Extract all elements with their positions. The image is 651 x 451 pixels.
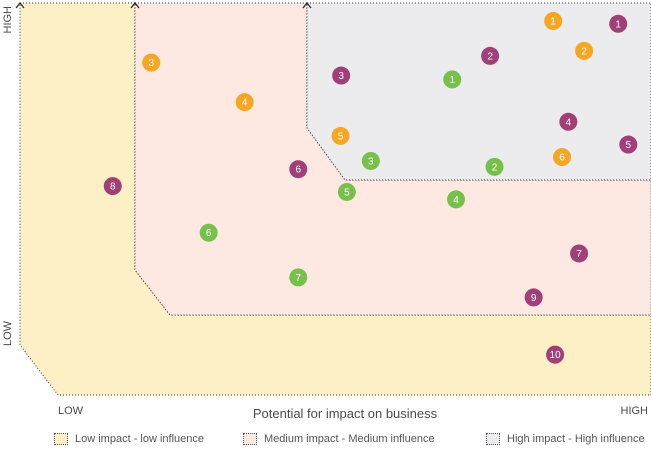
data-markers: 1 2 3 4 5 6 1 2 3 4 5 6 7 1 2 3 4 5 6 7 8 9 10 — [103, 12, 638, 364]
legend-swatch-high — [486, 433, 500, 445]
legend-item-low: Low impact - low influence — [54, 433, 204, 445]
marker-green-6: 6 — [199, 223, 218, 242]
marker-circle — [103, 177, 122, 196]
marker-green-3: 3 — [361, 151, 380, 170]
marker-label: 2 — [487, 51, 493, 62]
marker-purple-5: 5 — [619, 135, 638, 154]
legend-swatch-low — [54, 433, 68, 445]
marker-circle — [289, 160, 308, 179]
marker-purple-8: 8 — [103, 177, 122, 196]
marker-label: 4 — [566, 117, 572, 128]
marker-purple-9: 9 — [524, 288, 543, 307]
marker-label: 6 — [559, 153, 565, 164]
marker-orange-2: 2 — [575, 41, 594, 60]
legend-swatch-medium — [243, 433, 257, 445]
marker-label: 4 — [453, 195, 459, 206]
legend-label-high: High impact - High influence — [507, 433, 645, 445]
marker-green-1: 1 — [443, 70, 462, 89]
zone-arrows — [15, 2, 312, 9]
marker-circle — [570, 244, 589, 263]
marker-circle — [443, 70, 462, 89]
marker-circle — [331, 126, 350, 145]
legend-item-high: High impact - High influence — [486, 433, 645, 445]
marker-circle — [546, 345, 565, 364]
marker-label: 2 — [492, 162, 498, 173]
arrow-up-icon — [130, 2, 140, 9]
marker-orange-5: 5 — [331, 126, 350, 145]
marker-purple-1: 1 — [609, 14, 628, 33]
zone-high-impact — [306, 2, 651, 181]
zones — [19, 2, 651, 396]
marker-circle — [332, 66, 351, 85]
marker-label: 4 — [242, 98, 248, 109]
marker-circle — [447, 190, 466, 209]
marker-label: 6 — [295, 165, 301, 176]
marker-circle — [235, 93, 254, 112]
marker-label: 8 — [110, 182, 116, 193]
marker-circle — [142, 53, 161, 72]
marker-label: 10 — [550, 350, 562, 361]
marker-label: 7 — [576, 249, 582, 260]
marker-green-7: 7 — [289, 268, 308, 287]
marker-label: 6 — [206, 228, 212, 239]
marker-circle — [481, 46, 500, 65]
arrow-up-icon — [302, 2, 312, 9]
marker-label: 7 — [295, 273, 301, 284]
marker-label: 3 — [368, 156, 374, 167]
y-axis-high-label: HIGH — [2, 6, 14, 34]
marker-purple-6: 6 — [289, 160, 308, 179]
legend: Low impact - low influence Medium impact… — [0, 433, 651, 451]
marker-green-2: 2 — [485, 157, 504, 176]
marker-green-5: 5 — [337, 182, 356, 201]
marker-circle — [199, 223, 218, 242]
marker-circle — [524, 288, 543, 307]
marker-circle — [337, 182, 356, 201]
x-axis-low-label: LOW — [58, 405, 84, 417]
marker-circle — [553, 148, 572, 167]
marker-label: 3 — [148, 58, 154, 69]
marker-circle — [361, 151, 380, 170]
marker-purple-7: 7 — [570, 244, 589, 263]
marker-circle — [619, 135, 638, 154]
x-axis-high-label: HIGH — [621, 405, 649, 417]
marker-orange-4: 4 — [235, 93, 254, 112]
y-axis-low-label: LOW — [2, 320, 14, 346]
marker-orange-1: 1 — [544, 12, 563, 31]
legend-item-medium: Medium impact - Medium influence — [243, 433, 435, 445]
marker-orange-3: 3 — [142, 53, 161, 72]
marker-circle — [485, 157, 504, 176]
marker-label: 5 — [344, 187, 350, 198]
marker-label: 3 — [338, 71, 344, 82]
marker-label: 1 — [449, 75, 455, 86]
marker-purple-4: 4 — [559, 112, 578, 131]
marker-green-4: 4 — [447, 190, 466, 209]
marker-label: 2 — [581, 46, 587, 57]
marker-circle — [575, 41, 594, 60]
arrow-up-icon — [15, 2, 25, 9]
marker-purple-2: 2 — [481, 46, 500, 65]
marker-circle — [544, 12, 563, 31]
marker-purple-10: 10 — [546, 345, 565, 364]
legend-label-low: Low impact - low influence — [75, 433, 205, 445]
marker-label: 1 — [615, 19, 621, 30]
marker-circle — [559, 112, 578, 131]
x-axis-title: Potential for impact on business — [253, 406, 438, 421]
marker-circle — [289, 268, 308, 287]
marker-orange-6: 6 — [553, 148, 572, 167]
marker-label: 1 — [550, 17, 556, 28]
marker-purple-3: 3 — [332, 66, 351, 85]
marker-label: 9 — [531, 293, 537, 304]
marker-circle — [609, 14, 628, 33]
marker-label: 5 — [338, 131, 344, 142]
marker-label: 5 — [626, 140, 632, 151]
legend-label-medium: Medium impact - Medium influence — [264, 433, 435, 445]
